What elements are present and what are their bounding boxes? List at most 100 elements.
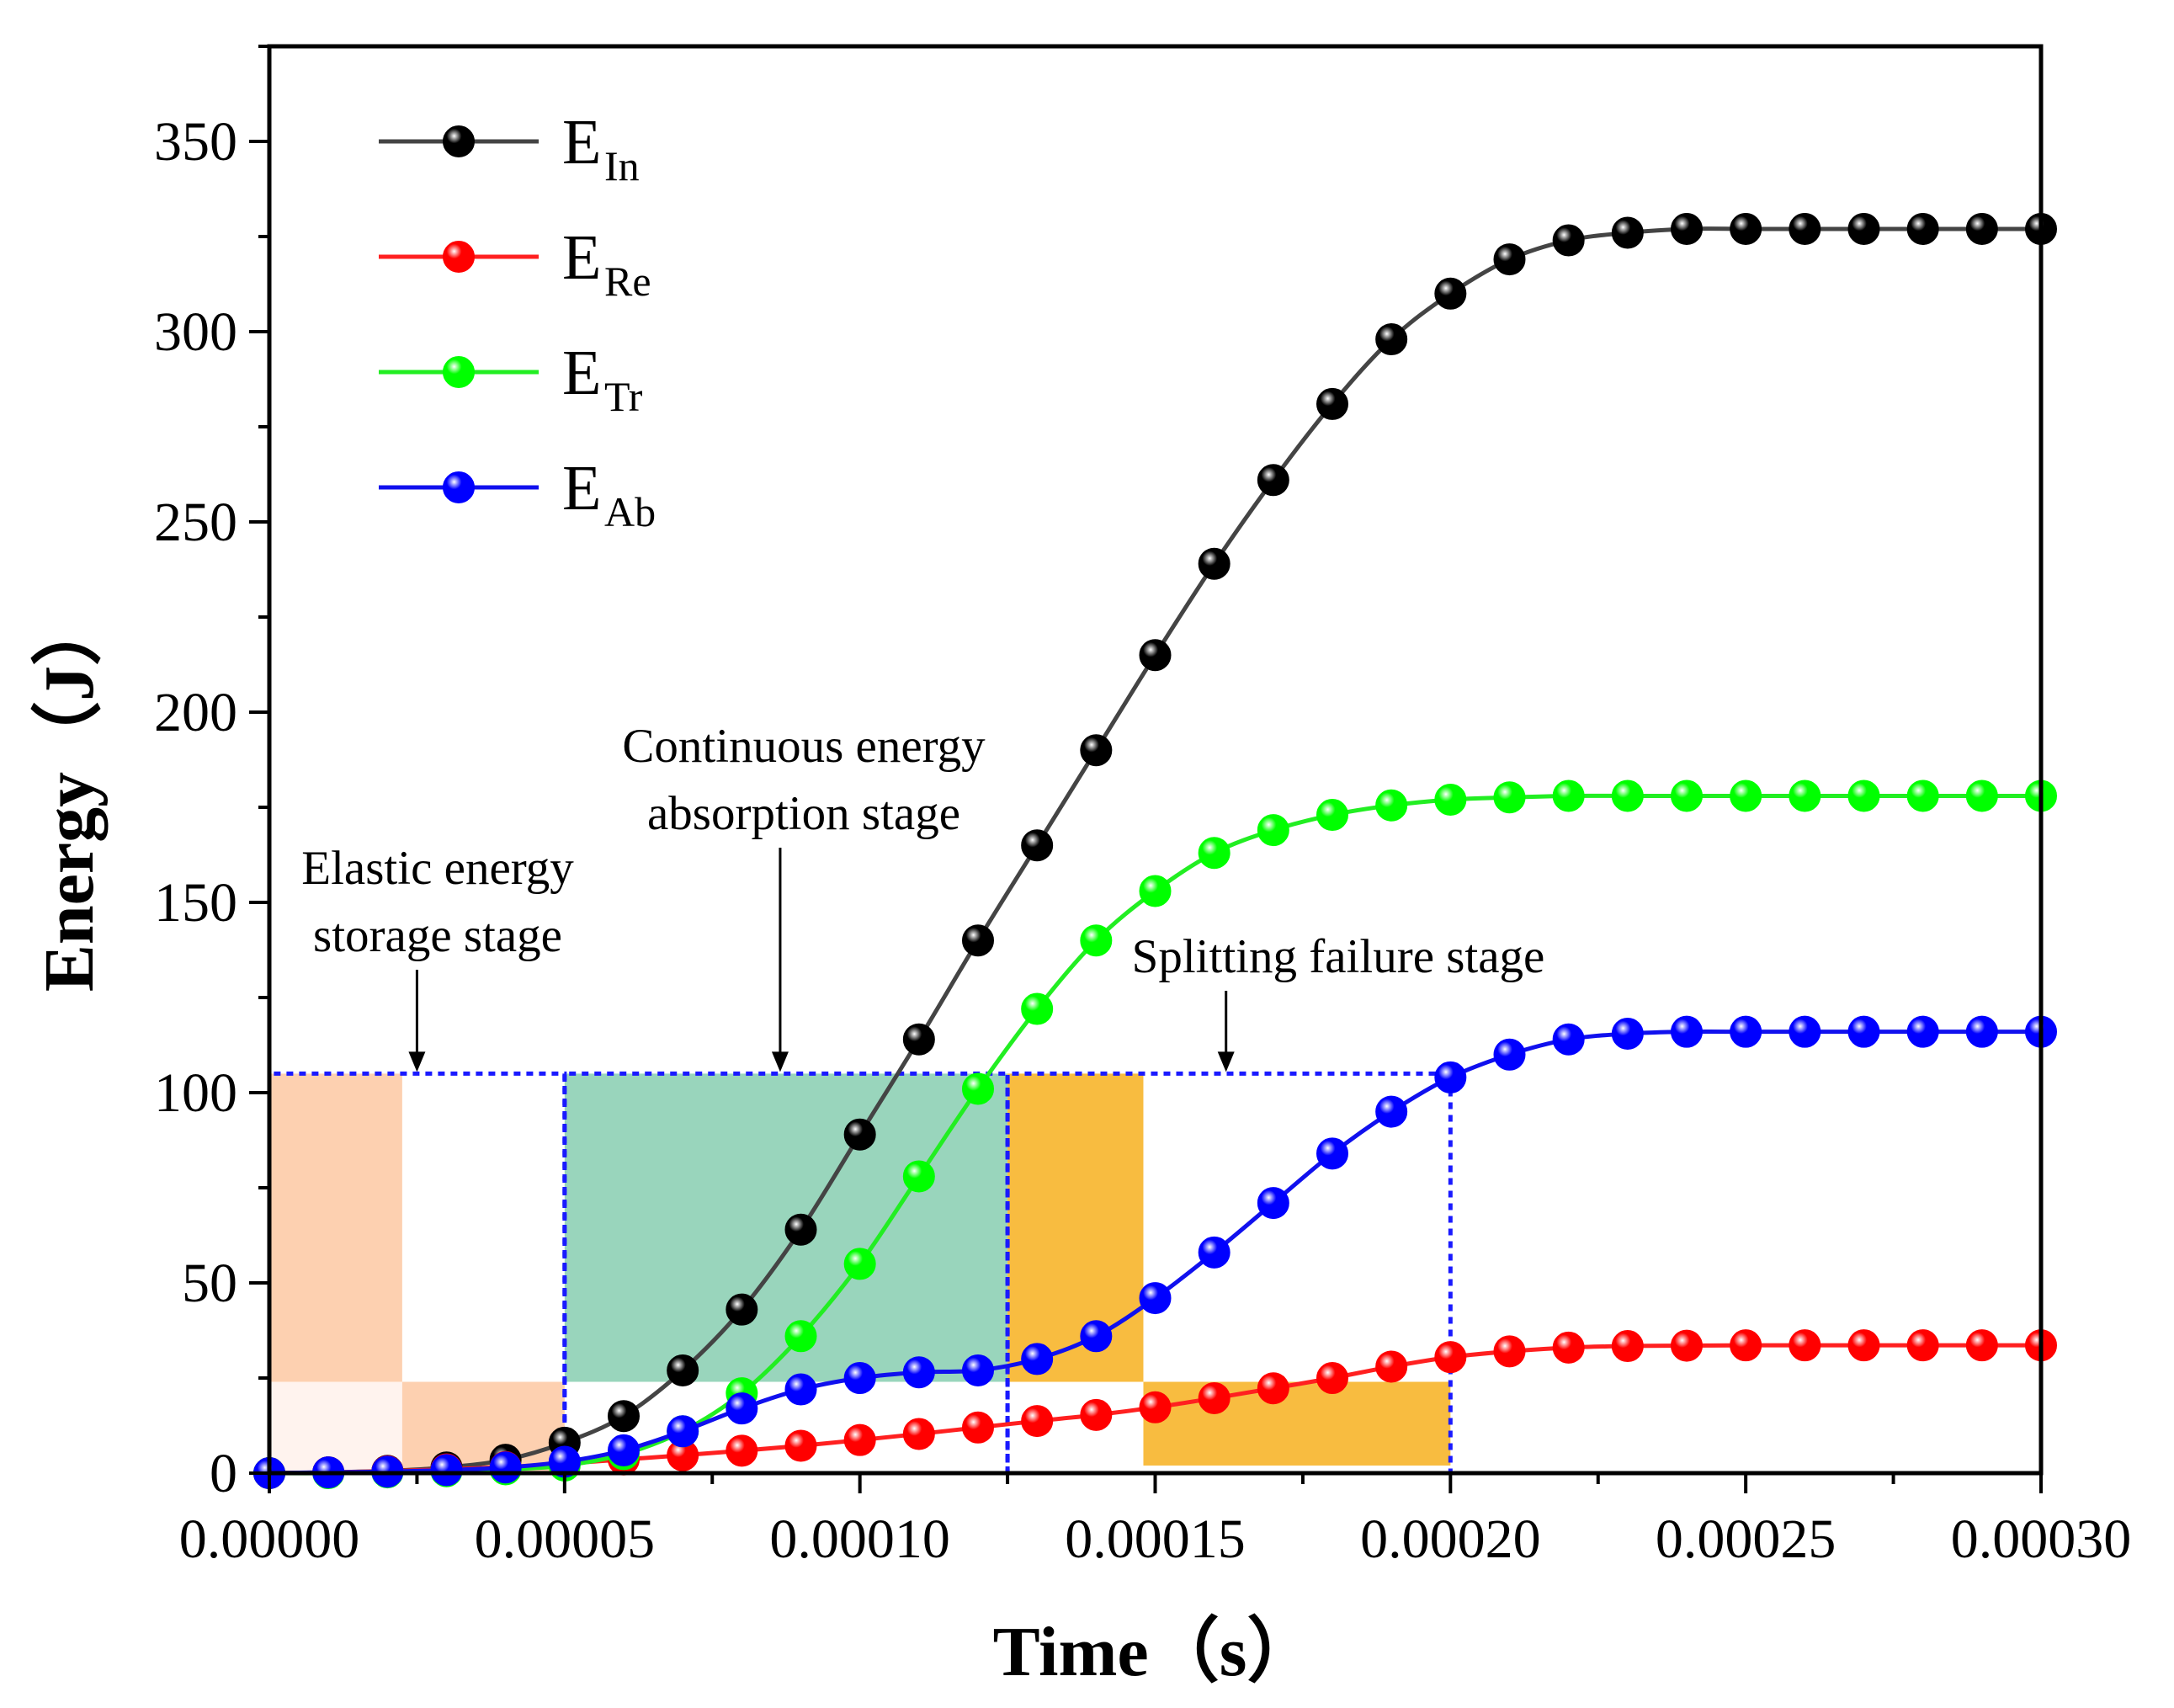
y-tick-label: 150 (154, 872, 237, 934)
data-point (902, 1356, 935, 1389)
data-point (902, 1418, 935, 1450)
x-tick-label: 0.00015 (1065, 1508, 1246, 1570)
x-tick-label: 0.00025 (1656, 1508, 1836, 1570)
data-point (1139, 1282, 1172, 1315)
data-point (1671, 1329, 1703, 1362)
shaded-region-2 (401, 1381, 565, 1473)
data-point (1080, 1320, 1113, 1353)
data-point (1965, 212, 1998, 245)
data-point (1671, 212, 1703, 245)
stage-label: storage stage (313, 909, 562, 962)
stage-arrow-head (1217, 1051, 1235, 1072)
data-point (1375, 1350, 1408, 1383)
data-point (1730, 1015, 1762, 1048)
data-point (1965, 780, 1998, 812)
data-point (962, 1072, 994, 1105)
y-axis-title: Energy（J） (30, 595, 109, 992)
data-point (1906, 1015, 1939, 1048)
data-point (902, 1023, 935, 1056)
data-point (1434, 1341, 1467, 1374)
data-point (1139, 1391, 1172, 1423)
data-point (1789, 1015, 1821, 1048)
data-point (1139, 875, 1172, 907)
data-point (1021, 1405, 1054, 1438)
data-point (1021, 829, 1054, 862)
stage-label: absorption stage (647, 787, 960, 840)
data-point (1611, 780, 1644, 812)
legend-marker (443, 471, 475, 503)
data-point (1257, 464, 1289, 497)
data-point (784, 1213, 817, 1246)
data-point (1965, 1015, 1998, 1048)
data-point (726, 1392, 758, 1425)
data-point (962, 924, 994, 957)
legend-label: E (562, 222, 601, 293)
data-point (1493, 781, 1526, 814)
data-point (1611, 1330, 1644, 1363)
x-tick-label: 0.00020 (1360, 1508, 1541, 1570)
data-point (1080, 734, 1113, 767)
data-point (1847, 212, 1880, 245)
data-point (902, 1160, 935, 1193)
stage-box-0 (267, 1071, 567, 1473)
stage-box-2 (1005, 1071, 1453, 1473)
x-tick-label: 0.00010 (769, 1508, 950, 1570)
y-tick-label: 350 (154, 111, 237, 173)
data-point (1257, 1187, 1289, 1220)
stage-label: Elastic energy (301, 842, 574, 895)
x-axis-title: Time（s） (993, 1613, 1318, 1691)
x-tick-label: 0.00005 (475, 1508, 656, 1570)
y-tick-label: 200 (154, 682, 237, 743)
y-tick-label: 50 (182, 1253, 237, 1314)
stage-annotations: Elastic energy storage stage Continuous en… (301, 720, 1544, 1072)
stage-label: Splitting failure stage (1132, 930, 1545, 983)
data-point (1080, 1398, 1113, 1431)
data-point (1198, 547, 1231, 580)
data-point (1671, 1015, 1703, 1048)
x-tick-label: 0.00030 (1951, 1508, 2132, 1570)
data-point (1434, 1061, 1467, 1093)
data-point (1316, 387, 1348, 420)
data-point (667, 1415, 699, 1448)
data-point (1080, 924, 1113, 957)
data-point (608, 1434, 640, 1466)
data-point (1730, 212, 1762, 245)
y-tick-label: 0 (210, 1443, 237, 1504)
data-point (1906, 780, 1939, 812)
data-point (1493, 1335, 1526, 1368)
data-point (608, 1400, 640, 1433)
legend-item-Re: E Re (379, 222, 651, 305)
data-point (784, 1429, 817, 1462)
y-tick-label: 300 (154, 301, 237, 363)
stage-dashed-boxes (267, 1071, 1453, 1473)
data-point (1906, 212, 1939, 245)
legend-marker (443, 241, 475, 273)
data-point (1375, 1095, 1408, 1128)
data-point (1021, 992, 1054, 1025)
data-point (784, 1373, 817, 1406)
legend-item-Tr: E Tr (379, 338, 643, 420)
data-point (726, 1434, 758, 1467)
data-point (1611, 1017, 1644, 1050)
shaded-region-5 (1143, 1381, 1451, 1466)
data-point (1847, 780, 1880, 812)
plot-frame (267, 44, 2044, 1476)
data-point (1730, 1329, 1762, 1362)
data-point (430, 1454, 463, 1487)
legend: E InE ReE TrE Ab (379, 107, 656, 535)
legend-item-Ab: E Ab (379, 453, 656, 535)
data-point (1552, 1023, 1585, 1056)
axes: 0 50 100 150 200 250 300 350 0.00000 0.00005 0.000… (154, 44, 2132, 1570)
stage-shaded-regions (269, 1073, 1451, 1473)
stage-annotation-0: Elastic energy storage stage (301, 842, 574, 1072)
stage-annotation-2: Splitting failure stage (1132, 930, 1545, 1072)
data-point (1906, 1329, 1939, 1362)
data-point (1139, 639, 1172, 672)
data-point (843, 1423, 876, 1456)
legend-label: E (562, 107, 601, 178)
legend-label: E (562, 338, 601, 408)
legend-subscript: Ab (604, 488, 656, 535)
data-point (1552, 780, 1585, 812)
y-tick-label: 100 (154, 1062, 237, 1124)
